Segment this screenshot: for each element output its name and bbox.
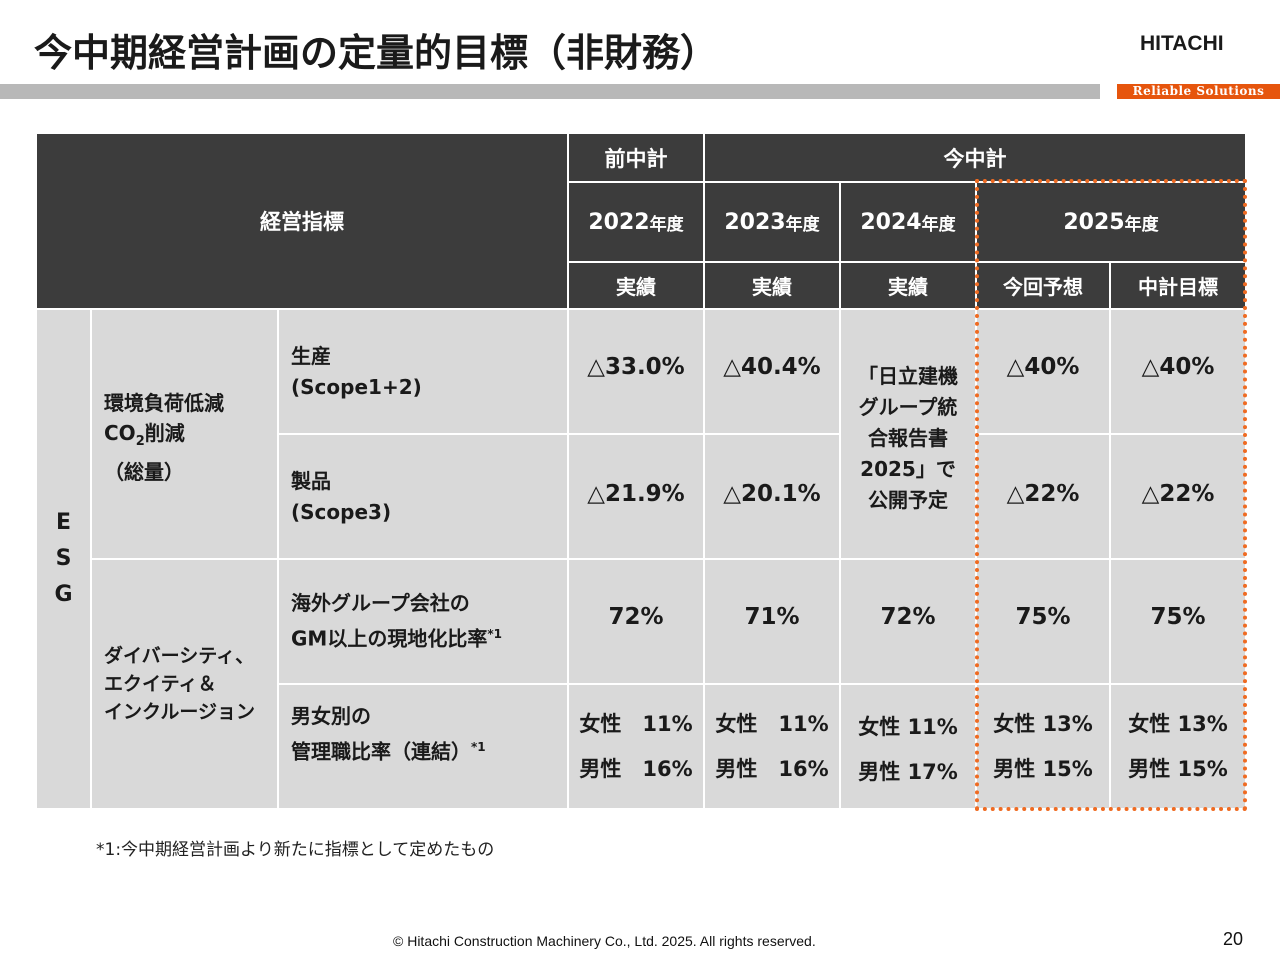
kpi-table: 経営指標 前中計 今中計 2022 年度 2023 年度 2024 年度 2025 年度… [37, 134, 1245, 808]
row-scope3-name: 製品 [291, 468, 331, 493]
category-environment: 環境負荷低減 CO2削減 （総量） [92, 310, 277, 558]
row-scope3-label: 製品 (Scope3) [279, 435, 567, 558]
header-year-2022: 2022 年度 [569, 183, 703, 261]
footnote-mark: *1 [471, 740, 486, 754]
managers-target-male: 男性 15% [1128, 756, 1228, 781]
category-environment-line3: （総量） [104, 460, 184, 484]
managers-target: 女性 13% 男性 15% [1111, 685, 1245, 808]
managers-2022-female: 女性 11% [579, 711, 693, 736]
page-number: 20 [1223, 929, 1244, 949]
header-actual-2022: 実績 [569, 263, 703, 308]
header-current-plan: 今中計 [705, 134, 1245, 181]
managers-forecast: 女性 13% 男性 15% [977, 685, 1109, 808]
category-dei-line3: インクルージョン [104, 701, 256, 723]
header-year-2024: 2024 年度 [841, 183, 975, 261]
category-environment-line2: CO2削減 [104, 421, 185, 449]
note-line-2: グループ統 [858, 395, 958, 419]
header-year-2023: 2023 年度 [705, 183, 839, 261]
row-scope12-label: 生産 (Scope1+2) [279, 310, 567, 433]
scope12-target: △40% [1111, 310, 1245, 433]
localization-2022: 72% [569, 560, 703, 683]
brand-tagline: Reliable Solutions [1117, 84, 1280, 99]
row-scope3-scope: (Scope3) [291, 499, 392, 524]
managers-target-female: 女性 13% [1128, 711, 1228, 736]
managers-2023-female: 女性 11% [715, 711, 829, 736]
localization-2024: 72% [841, 560, 975, 683]
scope3-2022: △21.9% [569, 435, 703, 558]
row-scope12-name: 生産 [291, 343, 331, 368]
scope12-forecast: △40% [977, 310, 1109, 433]
header-target: 中計目標 [1111, 263, 1245, 308]
title-underline [0, 84, 1100, 99]
managers-2023: 女性 11% 男性 16% [705, 685, 839, 808]
managers-2023-male: 男性 16% [715, 756, 829, 781]
managers-forecast-male: 男性 15% [993, 756, 1093, 781]
note-2024-report: 「日立建機 グループ統 合報告書 2025」で 公開予定 [841, 310, 975, 558]
scope12-2023: △40.4% [705, 310, 839, 433]
esg-letter-g: G [54, 582, 73, 607]
managers-2024-female: 女性 11% [858, 714, 958, 739]
footnote-mark: *1 [487, 627, 502, 642]
scope3-target: △22% [1111, 435, 1245, 558]
managers-2022: 女性 11% 男性 16% [569, 685, 703, 808]
note-line-5: 公開予定 [868, 488, 948, 512]
scope12-2022: △33.0% [569, 310, 703, 433]
note-line-3: 合報告書 [868, 426, 948, 450]
category-dei-line1: ダイバーシティ、 [104, 645, 255, 667]
header-prev-plan: 前中計 [569, 134, 703, 181]
managers-2022-male: 男性 16% [579, 756, 693, 781]
note-line-4: 2025」で [860, 457, 956, 481]
note-line-1: 「日立建機 [858, 364, 958, 388]
row-localization-line1: 海外グループ会社の [291, 591, 470, 616]
scope3-2023: △20.1% [705, 435, 839, 558]
esg-label: E S G [37, 310, 90, 808]
row-managers-line2: 管理職比率（連結）*1 [291, 739, 486, 764]
row-localization-label: 海外グループ会社の GM以上の現地化比率*1 [279, 560, 567, 683]
page-title: 今中期経営計画の定量的目標（非財務） [34, 31, 719, 75]
category-environment-line1: 環境負荷低減 [104, 391, 224, 415]
header-indicator: 経営指標 [37, 134, 567, 308]
row-managers-label: 男女別の 管理職比率（連結）*1 [279, 685, 567, 808]
header-forecast: 今回予想 [977, 263, 1109, 308]
localization-forecast: 75% [977, 560, 1109, 683]
copyright: © Hitachi Construction Machinery Co., Lt… [393, 933, 816, 949]
esg-letter-s: S [55, 546, 72, 571]
managers-forecast-female: 女性 13% [993, 711, 1093, 736]
header-actual-2023: 実績 [705, 263, 839, 308]
row-scope12-scope: (Scope1+2) [291, 374, 422, 399]
category-dei-line2: エクイティ＆ [104, 673, 217, 695]
managers-2024: 女性 11% 男性 17% [841, 685, 975, 808]
row-managers-line1: 男女別の [291, 704, 371, 728]
localization-2023: 71% [705, 560, 839, 683]
header-actual-2024: 実績 [841, 263, 975, 308]
localization-target: 75% [1111, 560, 1245, 683]
row-localization-line2: GM以上の現地化比率*1 [291, 626, 502, 651]
header-year-2025: 2025 年度 [977, 183, 1245, 261]
category-dei: ダイバーシティ、 エクイティ＆ インクルージョン [92, 560, 277, 808]
hitachi-logo: HITACHI [1140, 32, 1224, 55]
footnote: *1:今中期経営計画より新たに指標として定めたもの [96, 840, 495, 860]
managers-2024-male: 男性 17% [858, 759, 958, 784]
scope3-forecast: △22% [977, 435, 1109, 558]
esg-letter-e: E [55, 510, 72, 535]
